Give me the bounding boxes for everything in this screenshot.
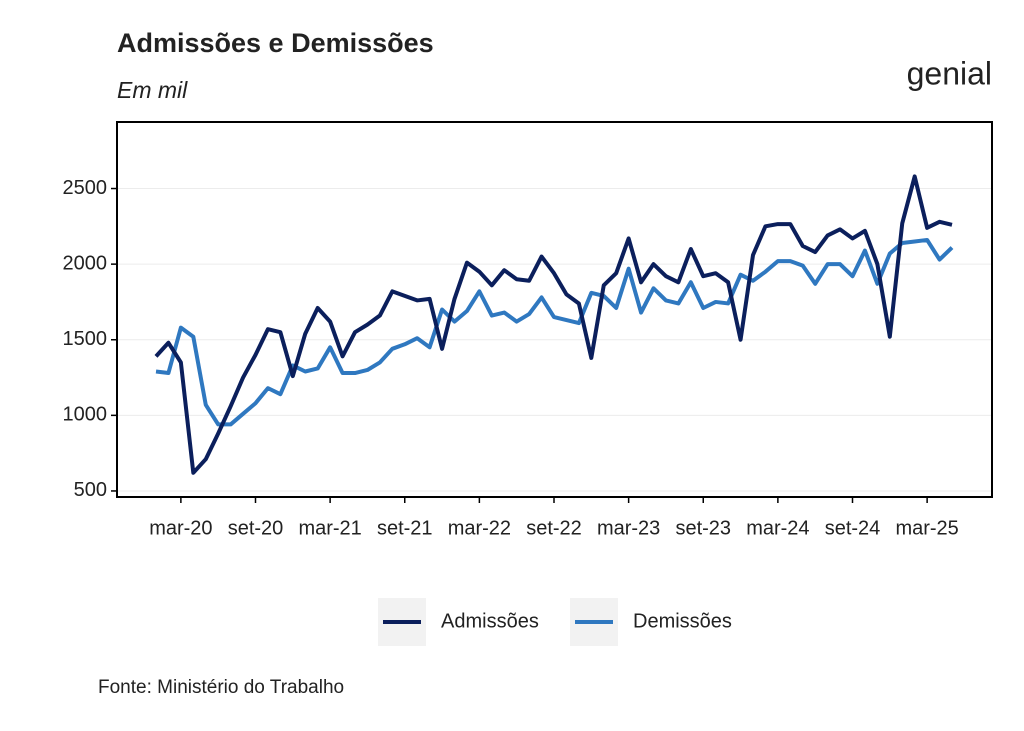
x-tick-label: mar-20 (149, 517, 212, 539)
y-tick-label: 1000 (63, 404, 108, 426)
x-tick-label: mar-25 (895, 517, 958, 539)
x-tick-label: set-21 (377, 517, 433, 539)
logo: genial (907, 55, 992, 91)
x-tick-label: mar-22 (448, 517, 511, 539)
source: Fonte: Ministério do Trabalho (98, 677, 344, 698)
chart-title: Admissões e Demissões (117, 28, 434, 58)
x-tick-label: mar-24 (746, 517, 809, 539)
x-tick-label: mar-23 (597, 517, 660, 539)
y-tick-label: 1500 (63, 328, 108, 350)
y-tick-label: 2500 (63, 177, 108, 199)
series-line (154, 174, 953, 475)
x-tick-label: set-24 (825, 517, 881, 539)
chart-subtitle: Em mil (117, 77, 188, 103)
plot-border (116, 121, 993, 498)
legend-label: Admissões (441, 610, 539, 632)
x-tick-label: set-20 (228, 517, 284, 539)
y-tick-label: 2000 (63, 252, 108, 274)
x-tick-label: set-22 (526, 517, 582, 539)
legend-label: Demissões (633, 610, 732, 632)
x-tick-label: mar-21 (298, 517, 361, 539)
y-tick-label: 500 (74, 479, 107, 501)
x-tick-label: set-23 (675, 517, 731, 539)
series-line (155, 237, 954, 427)
